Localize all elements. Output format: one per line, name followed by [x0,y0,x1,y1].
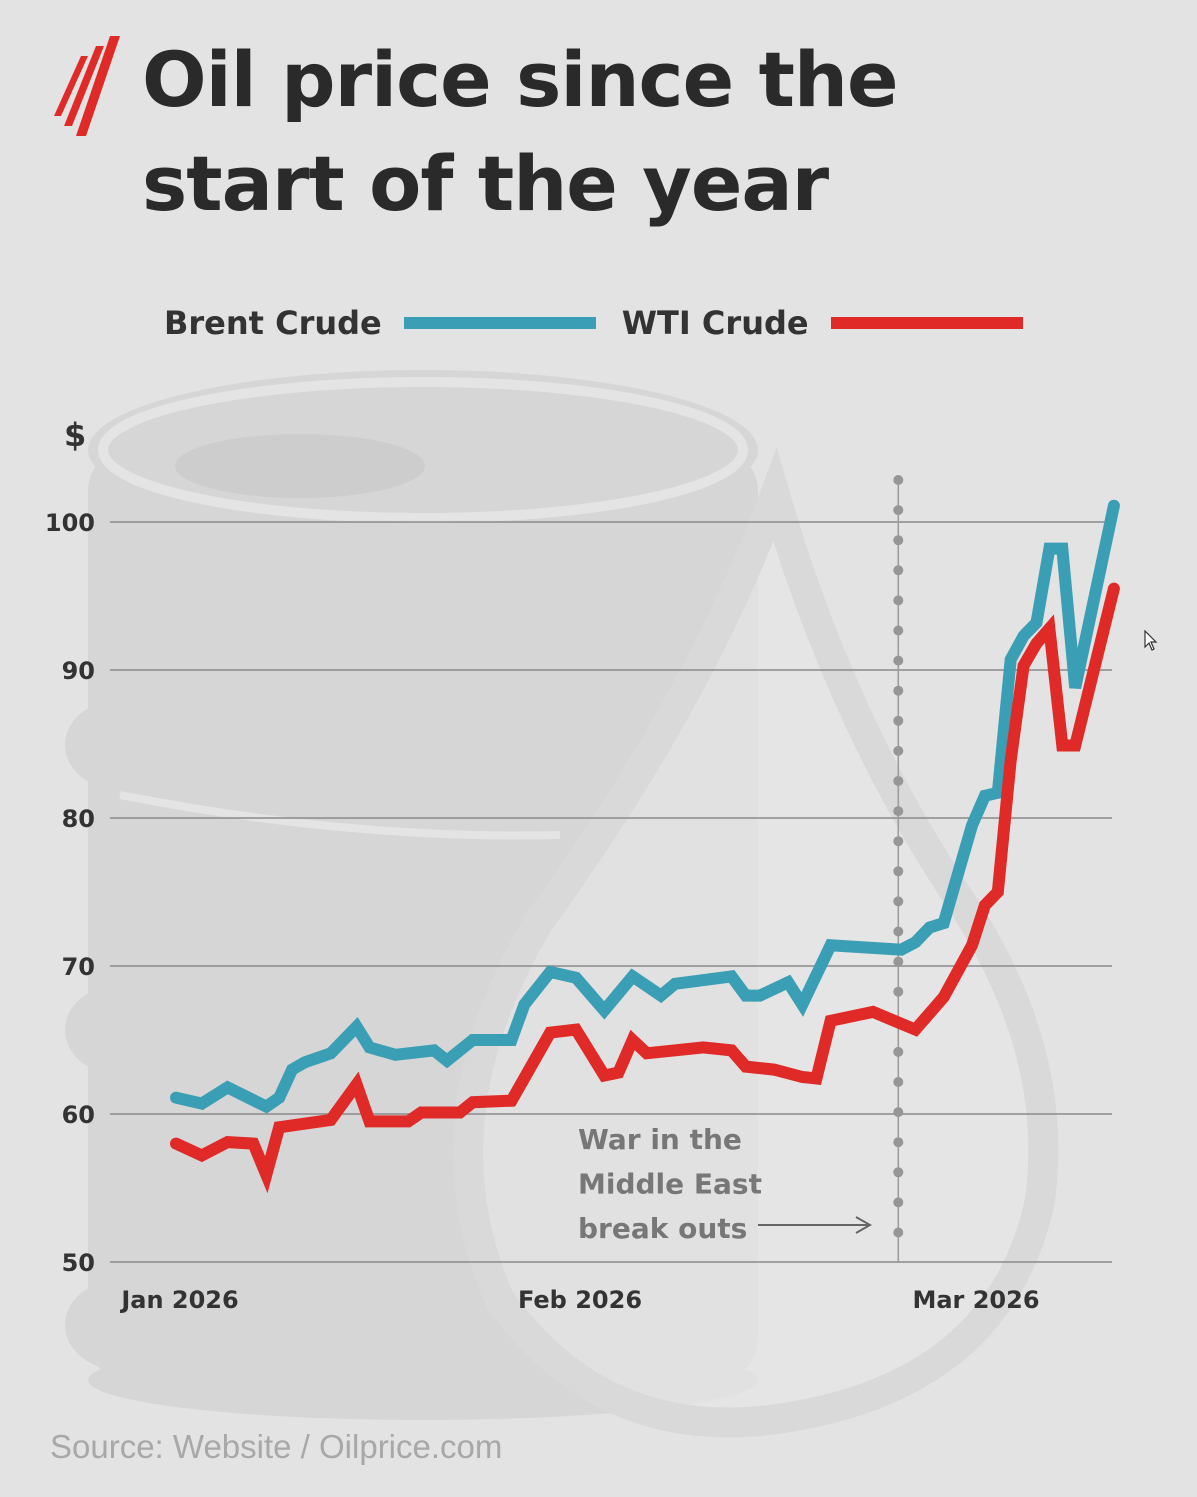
y-tick-label: 80 [62,805,95,833]
annotation-text: Middle East [578,1168,762,1201]
event-marker-dot [893,1167,904,1178]
event-marker-dot [893,505,904,516]
event-marker-dot [893,745,904,756]
x-tick-label: Jan 2026 [119,1286,238,1314]
event-marker-dot [893,655,904,666]
legend-label-wti: WTI Crude [621,304,809,342]
event-marker-dot [893,685,904,696]
sbs-logo-icon [54,36,120,136]
event-marker-dot [893,896,904,907]
y-tick-label: 50 [62,1249,95,1277]
x-tick-label: Mar 2026 [912,1286,1039,1314]
event-marker-dot [893,595,904,606]
event-marker-dot [893,475,904,485]
event-marker-dot [893,836,904,847]
title-line-1: Oil price since the [142,35,899,124]
event-marker-dot [893,956,904,967]
y-tick-label: 60 [62,1101,95,1129]
title-line-2: start of the year [142,139,829,228]
annotation-text: War in the [578,1123,742,1156]
annotation-text: break outs [578,1212,747,1245]
event-marker-dot [893,806,904,817]
legend: Brent Crude WTI Crude [164,304,1049,342]
event-marker-dot [893,1107,904,1118]
x-tick-label: Feb 2026 [518,1286,642,1314]
event-marker-dot [893,866,904,877]
legend-label-brent: Brent Crude [164,304,382,342]
event-marker-dot [893,565,904,576]
y-tick-label: 90 [62,657,95,685]
event-marker-dot [893,625,904,636]
event-marker-dot [893,1227,904,1238]
series-line-brent-crude [170,499,1120,1114]
y-tick-label: 100 [45,509,95,537]
y-axis-label: $ [64,416,86,454]
event-marker-dot [893,926,904,937]
chart-title: Oil price since the start of the year [142,28,899,236]
legend-swatch-wti [830,317,1023,329]
mouse-cursor-icon [1144,630,1158,651]
y-tick-label: 70 [62,953,95,981]
event-marker-dot [893,776,904,786]
annotation-arrow-icon [758,1216,873,1234]
series-line-wti-crude [170,582,1120,1194]
event-marker-dot [893,1046,904,1057]
event-marker-dot [893,1077,904,1087]
event-marker-dot [893,715,904,726]
event-marker-dot [893,1197,904,1208]
event-marker-dot [893,535,904,546]
event-marker-dot [893,986,904,997]
legend-swatch-brent [403,317,596,329]
event-marker-dot [893,1137,904,1148]
source-note: Source: Website / Oilprice.com [50,1428,503,1465]
